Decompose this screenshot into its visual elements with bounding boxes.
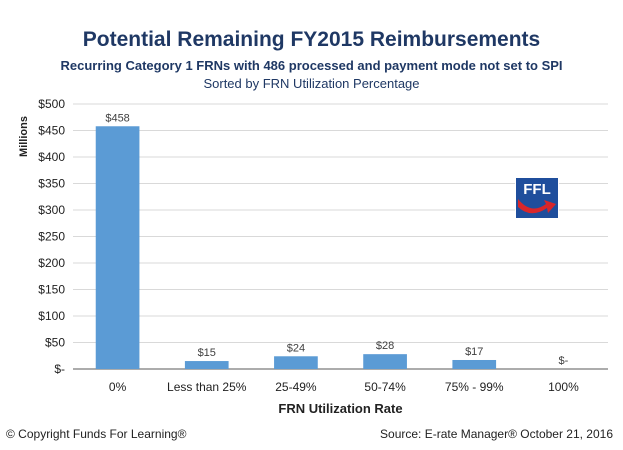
y-tick-label: $- xyxy=(54,362,65,376)
y-tick-label: $300 xyxy=(38,203,65,217)
x-tick-label: 75% - 99% xyxy=(445,380,504,394)
x-tick-label: 50-74% xyxy=(364,380,406,394)
chart-subtitle: Recurring Category 1 FRNs with 486 proce… xyxy=(60,58,563,73)
x-axis-title: FRN Utilization Rate xyxy=(278,401,402,416)
y-tick-label: $50 xyxy=(45,336,65,350)
ffl-logo-icon: FFL xyxy=(515,177,559,219)
data-label: $15 xyxy=(198,347,216,359)
bar xyxy=(363,354,407,369)
data-label: $24 xyxy=(287,342,305,354)
x-tick-label: 100% xyxy=(548,380,579,394)
x-tick-label: 25-49% xyxy=(275,380,317,394)
logo-text: FFL xyxy=(523,181,551,198)
y-tick-label: $500 xyxy=(38,97,65,111)
y-tick-label: $200 xyxy=(38,256,65,270)
x-tick-label: Less than 25% xyxy=(167,380,247,394)
copyright-text: © Copyright Funds For Learning® xyxy=(6,427,187,441)
data-label: $17 xyxy=(465,346,483,358)
x-tick-label: 0% xyxy=(109,380,127,394)
y-tick-label: $350 xyxy=(38,177,65,191)
bar xyxy=(95,126,140,369)
y-tick-label: $250 xyxy=(38,230,65,244)
y-axis-title: Millions xyxy=(18,116,30,157)
bar xyxy=(274,356,318,369)
bar xyxy=(452,359,497,369)
data-label: $458 xyxy=(105,112,129,124)
y-tick-label: $150 xyxy=(38,283,65,297)
y-tick-label: $450 xyxy=(38,124,65,138)
bar xyxy=(184,361,229,369)
chart-subtitle-sort: Sorted by FRN Utilization Percentage xyxy=(203,76,420,91)
y-tick-label: $100 xyxy=(38,309,65,323)
data-label: $- xyxy=(559,355,569,367)
source-text: Source: E-rate Manager® October 21, 2016 xyxy=(380,427,613,441)
y-tick-label: $400 xyxy=(38,150,65,164)
chart-title: Potential Remaining FY2015 Reimbursement… xyxy=(82,28,541,51)
data-label: $28 xyxy=(376,340,394,352)
